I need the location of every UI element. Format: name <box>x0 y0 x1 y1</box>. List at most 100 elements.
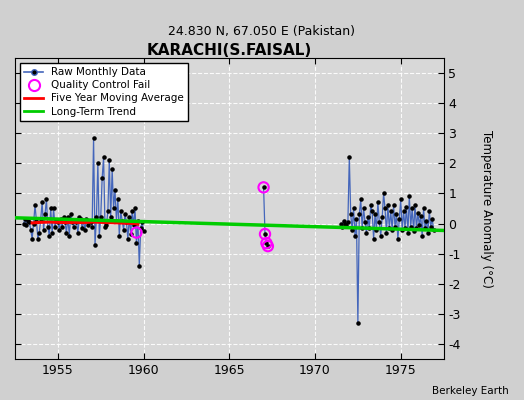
Legend: Raw Monthly Data, Quality Control Fail, Five Year Moving Average, Long-Term Tren: Raw Monthly Data, Quality Control Fail, … <box>20 63 188 121</box>
Point <box>375 219 384 225</box>
Point <box>22 222 30 228</box>
Point <box>361 219 369 225</box>
Point <box>84 222 92 228</box>
Point <box>51 223 59 230</box>
Point <box>350 205 358 212</box>
Point <box>132 240 140 246</box>
Point <box>259 184 268 190</box>
Point <box>412 225 421 231</box>
Point <box>78 225 86 231</box>
Point <box>55 226 63 233</box>
Point <box>41 211 49 218</box>
Point <box>43 223 52 230</box>
Point <box>399 208 408 215</box>
Point <box>45 232 53 239</box>
Point <box>31 202 39 209</box>
Point <box>79 217 88 224</box>
Point <box>114 196 122 203</box>
Point <box>419 205 428 212</box>
Point <box>65 232 73 239</box>
Point <box>90 134 98 141</box>
Point <box>48 229 57 236</box>
Point <box>405 193 413 200</box>
Point <box>138 219 146 225</box>
Point <box>35 229 43 236</box>
Point <box>346 211 355 218</box>
Point <box>53 219 62 225</box>
Point <box>110 205 118 212</box>
Point <box>49 205 58 212</box>
Point <box>369 235 378 242</box>
Point <box>402 204 411 210</box>
Point <box>100 154 108 160</box>
Point <box>371 211 379 218</box>
Point <box>418 232 427 239</box>
Point <box>394 235 402 242</box>
Point <box>372 226 380 233</box>
Point <box>134 217 142 224</box>
Point <box>101 223 109 230</box>
Point <box>379 190 388 196</box>
Point <box>126 231 135 237</box>
Point <box>86 219 95 225</box>
Point <box>392 211 401 218</box>
Point <box>62 229 71 236</box>
Point <box>115 232 124 239</box>
Point <box>139 228 148 234</box>
Point <box>411 202 419 209</box>
Point <box>132 229 140 236</box>
Point <box>391 223 399 230</box>
Point <box>415 222 423 228</box>
Point <box>27 226 35 233</box>
Point <box>397 196 405 203</box>
Point <box>336 220 345 227</box>
Point <box>72 219 81 225</box>
Point <box>259 184 268 190</box>
Point <box>61 219 69 225</box>
Point <box>28 235 36 242</box>
Point <box>32 217 41 224</box>
Point <box>37 216 45 222</box>
Point <box>264 243 272 249</box>
Point <box>413 210 422 216</box>
Point <box>359 205 368 212</box>
Point <box>344 219 352 225</box>
Point <box>261 231 269 237</box>
Point <box>71 217 79 224</box>
Point <box>351 232 359 239</box>
Point <box>398 226 406 233</box>
Point <box>385 225 394 231</box>
Title: KARACHI(S.FAISAL): KARACHI(S.FAISAL) <box>147 43 312 58</box>
Point <box>424 229 432 236</box>
Point <box>129 222 138 228</box>
Point <box>356 196 365 203</box>
Point <box>68 219 77 225</box>
Point <box>91 242 99 248</box>
Point <box>52 217 61 224</box>
Point <box>29 220 38 227</box>
Point <box>354 320 362 326</box>
Point <box>262 240 270 246</box>
Point <box>348 226 356 233</box>
Point <box>102 222 111 228</box>
Point <box>119 226 128 233</box>
Point <box>421 225 429 231</box>
Point <box>407 223 415 230</box>
Point <box>401 225 409 231</box>
Point <box>368 208 376 215</box>
Point <box>116 208 125 215</box>
Text: 24.830 N, 67.050 E (Pakistan): 24.830 N, 67.050 E (Pakistan) <box>169 25 355 38</box>
Point <box>124 235 132 242</box>
Point <box>82 216 91 222</box>
Point <box>85 217 93 224</box>
Point <box>137 225 145 231</box>
Point <box>38 199 46 206</box>
Point <box>106 214 115 221</box>
Point <box>81 226 89 233</box>
Point <box>429 226 438 233</box>
Y-axis label: Temperature Anomaly (°C): Temperature Anomaly (°C) <box>481 130 493 287</box>
Point <box>92 214 101 221</box>
Point <box>355 211 364 218</box>
Point <box>25 219 34 225</box>
Point <box>42 196 51 203</box>
